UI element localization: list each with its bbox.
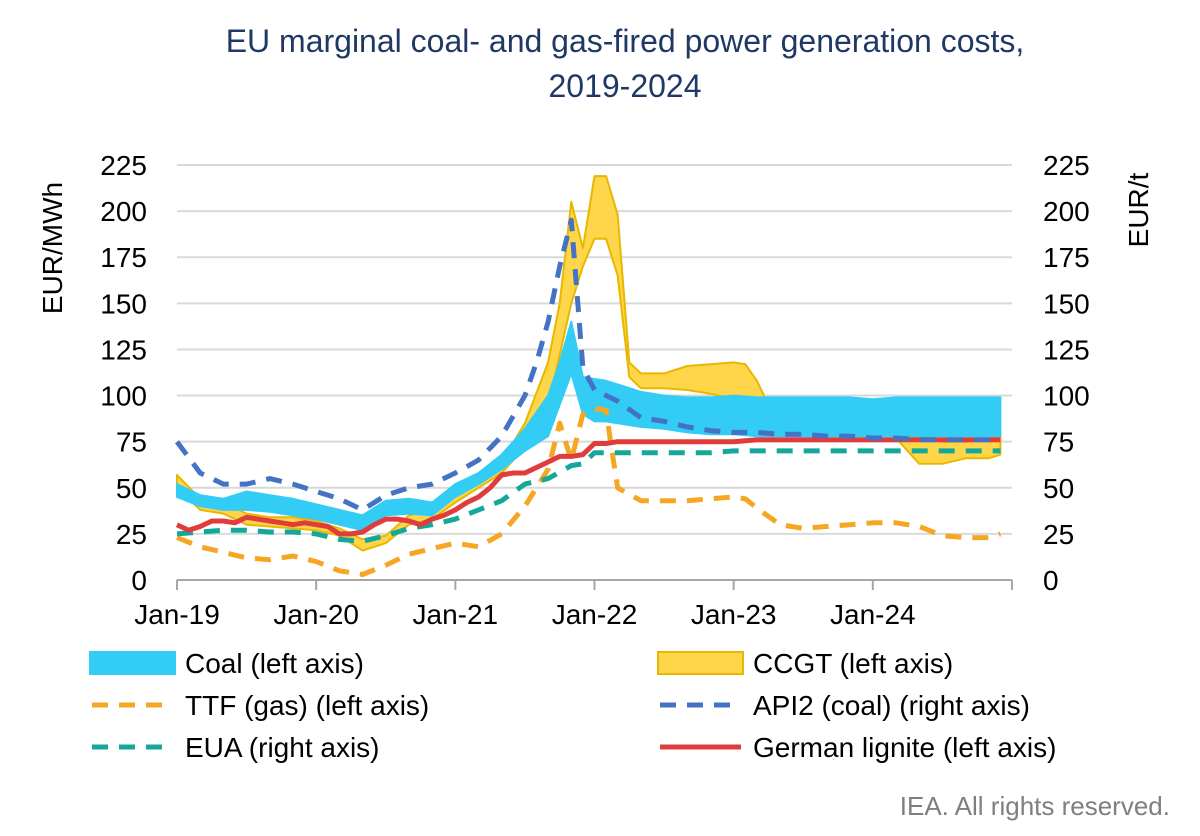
y-right-tick-label: 25: [1043, 519, 1074, 550]
x-tick-label: Jan-20: [273, 599, 359, 630]
chart-title: EU marginal coal- and gas-fired power ge…: [226, 23, 1025, 59]
y-left-tick-label: 150: [100, 288, 147, 319]
y-left-tick-label: 25: [116, 519, 147, 550]
y-left-tick-label: 200: [100, 196, 147, 227]
ccgt-band: [176, 175, 1002, 552]
legend-coal-swatch: [89, 651, 176, 675]
y-right-tick-label: 100: [1043, 381, 1090, 412]
series-lines: [174, 217, 1002, 577]
legend-api2-label: API2 (coal) (right axis): [753, 690, 1030, 721]
x-tick-label: Jan-22: [552, 599, 638, 630]
legend-ttf-label: TTF (gas) (left axis): [185, 690, 429, 721]
y-right-tick-label: 75: [1043, 427, 1074, 458]
axes: 0 0 25 25 50 50 75 75 100 100 125 125 150 150 175 175 20…: [100, 150, 1089, 630]
y-left-tick-label: 125: [100, 334, 147, 365]
y-right-tick-label: 0: [1043, 565, 1059, 596]
x-tick-label: Jan-19: [134, 599, 220, 630]
y-right-tick-label: 175: [1043, 242, 1090, 273]
y-axis-left-label: EUR/MWh: [37, 182, 68, 314]
legend-german-lignite-label: German lignite (left axis): [753, 732, 1056, 763]
legend-coal-label: Coal (left axis): [185, 648, 364, 679]
y-left-tick-label: 100: [100, 381, 147, 412]
chart-title-line2: 2019-2024: [548, 68, 701, 104]
y-left-tick-label: 0: [131, 565, 147, 596]
y-right-tick-label: 150: [1043, 288, 1090, 319]
y-right-tick-label: 125: [1043, 334, 1090, 365]
x-tick-label: Jan-23: [691, 599, 777, 630]
y-left-tick-label: 50: [116, 473, 147, 504]
legend: Coal (left axis) CCGT (left axis) TTF (gas…: [89, 648, 1056, 763]
german-lignite-line: [175, 437, 1001, 537]
api2-line: [174, 217, 1001, 513]
eua-line: [176, 448, 1001, 544]
y-right-tick-label: 225: [1043, 150, 1090, 181]
coal-band: [176, 320, 1002, 532]
legend-ccgt-swatch: [657, 651, 744, 675]
y-axis-right-label: EUR/t: [1123, 172, 1154, 247]
y-left-tick-label: 225: [100, 150, 147, 181]
legend-eua-label: EUA (right axis): [185, 732, 380, 763]
ttf-line: [176, 406, 1002, 577]
legend-ccgt-label: CCGT (left axis): [753, 648, 953, 679]
y-right-tick-label: 200: [1043, 196, 1090, 227]
y-left-tick-label: 175: [100, 242, 147, 273]
credit-text: IEA. All rights reserved.: [900, 791, 1170, 821]
x-tick-label: Jan-24: [830, 599, 916, 630]
y-right-tick-label: 50: [1043, 473, 1074, 504]
gridlines: [177, 164, 1012, 535]
x-tick-label: Jan-21: [413, 599, 499, 630]
y-left-tick-label: 75: [116, 427, 147, 458]
bands: [176, 175, 1002, 552]
